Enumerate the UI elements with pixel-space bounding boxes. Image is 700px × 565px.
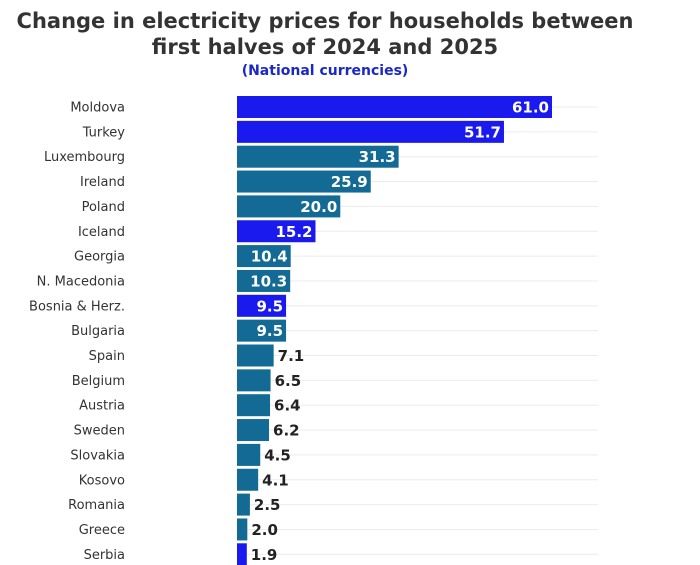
category-label: Austria: [79, 399, 125, 414]
category-label: Moldova: [70, 101, 125, 116]
bar: [237, 468, 259, 491]
bar: [237, 245, 291, 268]
data-label: 61.0: [512, 99, 549, 117]
bar: [237, 344, 274, 367]
data-label: 15.2: [275, 223, 312, 241]
bar: [237, 145, 399, 168]
data-label: 4.1: [262, 471, 289, 489]
chart-title: Change in electricity prices for househo…: [0, 8, 650, 60]
bar: [237, 170, 371, 193]
bar: [237, 294, 287, 317]
bar: [237, 120, 504, 143]
data-label: 10.3: [250, 272, 287, 290]
category-label: Slovakia: [70, 448, 125, 463]
chart-title-line-2: first halves of 2024 and 2025: [151, 35, 499, 59]
bar: [237, 394, 271, 417]
bar: [237, 369, 271, 392]
bar: [237, 493, 250, 516]
bar: [237, 419, 270, 442]
bar: [237, 269, 291, 292]
category-label: Luxembourg: [44, 150, 125, 165]
category-label: Poland: [82, 200, 125, 215]
category-label: Romania: [68, 498, 125, 513]
chart-title-line-1: Change in electricity prices for househo…: [16, 9, 634, 33]
category-label: N. Macedonia: [37, 274, 125, 289]
data-label: 6.2: [273, 422, 300, 440]
data-label: 51.7: [464, 123, 501, 141]
bar: [237, 96, 552, 118]
category-label: Kosovo: [79, 473, 125, 488]
bar: [237, 543, 247, 565]
data-label: 20.0: [300, 198, 337, 216]
data-label: 25.9: [331, 173, 368, 191]
data-label: 2.0: [251, 521, 278, 539]
category-label: Iceland: [78, 225, 125, 240]
data-label: 10.4: [251, 248, 288, 266]
category-label: Georgia: [74, 250, 125, 265]
category-label: Ireland: [80, 175, 125, 190]
data-label: 9.5: [256, 297, 283, 315]
category-label: Bulgaria: [71, 324, 125, 339]
category-label: Greece: [79, 523, 125, 538]
data-label: 4.5: [264, 446, 291, 464]
data-label: 6.5: [275, 372, 302, 390]
category-label: Turkey: [82, 125, 126, 140]
data-label: 1.9: [251, 546, 278, 564]
bar: [237, 518, 248, 541]
bar: [237, 443, 261, 466]
category-label: Belgium: [72, 374, 125, 389]
bar: [237, 319, 287, 342]
category-label: Bosnia & Herz.: [29, 299, 125, 314]
category-label: Spain: [89, 349, 125, 364]
category-label: Serbia: [84, 548, 125, 563]
category-label: Sweden: [74, 424, 125, 439]
chart-subtitle: (National currencies): [241, 63, 409, 79]
data-label: 31.3: [359, 148, 396, 166]
data-label: 2.5: [254, 496, 281, 514]
bar: [237, 195, 341, 218]
bar: [237, 220, 316, 243]
data-label: 7.1: [278, 347, 305, 365]
data-label: 9.5: [256, 322, 283, 340]
data-label: 6.4: [274, 397, 301, 415]
